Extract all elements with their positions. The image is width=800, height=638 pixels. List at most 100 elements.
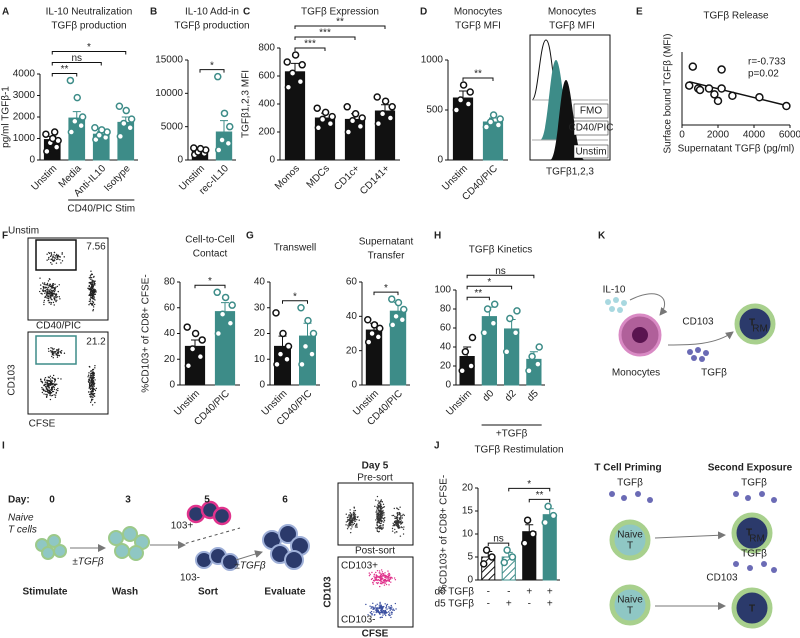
flow-event (376, 576, 378, 579)
flow-event (90, 374, 93, 377)
flow-event (92, 382, 95, 384)
flow-event (51, 384, 54, 386)
flow-event (89, 300, 92, 302)
flow-event (378, 513, 381, 516)
flow-event (382, 525, 384, 527)
flow-event (379, 575, 382, 577)
x-axis-label: CFSE (29, 419, 56, 430)
y-tick-label: 60 (346, 277, 358, 288)
flow-event (49, 292, 51, 295)
data-point (688, 62, 698, 71)
flow-event (91, 392, 93, 394)
flow-event (56, 349, 59, 351)
data-point (376, 324, 384, 333)
data-point (358, 114, 366, 122)
y-tick-label: 0 (259, 380, 265, 391)
flow-event (370, 578, 373, 581)
flow-event (57, 377, 59, 380)
flow-event (380, 569, 383, 571)
data-point (309, 329, 318, 338)
legend-label: CD40/PIC (568, 123, 613, 134)
flow-event (60, 262, 62, 264)
flow-event (353, 515, 355, 517)
flow-event (391, 530, 394, 532)
flow-event (382, 524, 384, 526)
flow-event (353, 510, 355, 512)
sig-bracket (466, 274, 535, 279)
flow-event (47, 391, 49, 393)
flow-event (394, 532, 396, 534)
flow-event (382, 509, 384, 512)
data-point (220, 109, 229, 118)
flow-event (382, 521, 385, 523)
x-axis-label: TGFβ1,2,3 (546, 167, 594, 178)
flow-event (47, 382, 49, 385)
flow-event (390, 611, 393, 613)
data-point (196, 352, 205, 361)
arrow (629, 293, 668, 316)
data-point (466, 88, 474, 96)
condition-mark: - (528, 599, 531, 610)
flow-event (398, 527, 400, 529)
data-point (78, 113, 87, 121)
bar (522, 531, 537, 581)
flow-event (54, 257, 56, 260)
y-tick-label: 30 (254, 302, 266, 313)
flow-event (385, 575, 387, 577)
sig-label: ** (536, 490, 544, 501)
flow-event (42, 289, 44, 291)
sig-bracket (466, 296, 490, 301)
flow-event (358, 519, 360, 521)
error-bar (221, 302, 229, 312)
sig-label: *** (319, 28, 331, 39)
flow-event (40, 380, 42, 383)
flow-event (90, 285, 93, 288)
flow-event (381, 513, 383, 515)
y-tick-label: 20 (462, 483, 474, 494)
flow-frame (27, 237, 109, 321)
flow-event (383, 579, 386, 582)
header: Second Exposure (708, 463, 793, 474)
flow-event (94, 388, 96, 391)
flow-event (51, 254, 53, 256)
flow-event (40, 292, 42, 295)
flow-event (58, 255, 61, 258)
data-point (66, 76, 75, 85)
flow-event (384, 613, 386, 615)
marker: CD103 (682, 317, 714, 328)
flow-event (386, 575, 389, 578)
chart-title: TGFβ Release (703, 11, 769, 22)
flow-event (52, 351, 55, 353)
flow-event (380, 499, 383, 501)
data-point (544, 502, 552, 511)
flow-event (401, 521, 404, 523)
flow-event (95, 387, 98, 390)
flow-event (380, 526, 382, 528)
flow-event (45, 381, 47, 383)
y-axis-label: pg/ml TGFβ-1 (1, 86, 12, 148)
flow-event (351, 522, 354, 524)
flow-event (42, 282, 44, 284)
sig-bracket (508, 487, 551, 492)
flow-event (351, 517, 353, 520)
flow-event (92, 308, 95, 311)
flow-event (91, 370, 93, 372)
flow-event (382, 503, 385, 506)
flow-event (93, 395, 95, 397)
flow-event (52, 390, 55, 393)
facs-panel: Post-sort (355, 546, 395, 557)
flow-event (88, 383, 91, 385)
flow-event (378, 515, 380, 518)
y-tick-label: 0 (445, 380, 451, 391)
flow-event (41, 382, 44, 384)
x-tick-label: d2 (503, 388, 519, 404)
header: T Cell Priming (594, 463, 661, 474)
flow-event (365, 603, 367, 606)
flow-event (346, 516, 349, 519)
panel-letter: J (434, 441, 440, 452)
data-point (67, 128, 76, 136)
flow-event (89, 294, 92, 297)
y-tick-label: 1000 (421, 55, 444, 66)
flow-event (382, 574, 384, 577)
flow-event (92, 384, 95, 386)
